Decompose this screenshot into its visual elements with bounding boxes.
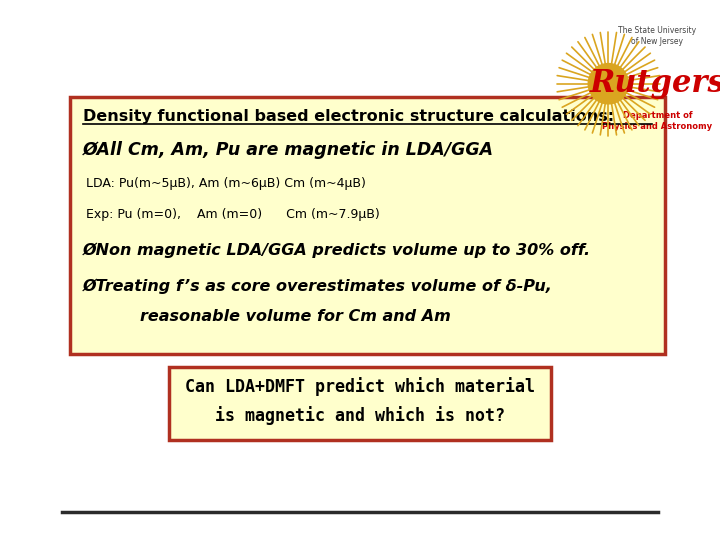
Text: The State University
of New Jersey: The State University of New Jersey — [618, 26, 696, 46]
Text: ØNon magnetic LDA/GGA predicts volume up to 30% off.: ØNon magnetic LDA/GGA predicts volume up… — [83, 243, 591, 259]
Text: reasonable volume for Cm and Am: reasonable volume for Cm and Am — [140, 309, 451, 325]
Text: Rutgers: Rutgers — [590, 68, 720, 99]
FancyBboxPatch shape — [70, 97, 665, 354]
Text: LDA: Pu(m~5μB), Am (m~6μB) Cm (m~4μB): LDA: Pu(m~5μB), Am (m~6μB) Cm (m~4μB) — [86, 177, 366, 190]
Text: ØTreating f’s as core overestimates volume of δ-Pu,: ØTreating f’s as core overestimates volu… — [83, 278, 553, 294]
Text: Can LDA+DMFT predict which material: Can LDA+DMFT predict which material — [185, 377, 535, 396]
Ellipse shape — [588, 64, 629, 104]
Text: Exp: Pu (m=0),    Am (m=0)      Cm (m~7.9μB): Exp: Pu (m=0), Am (m=0) Cm (m~7.9μB) — [86, 208, 380, 221]
FancyBboxPatch shape — [169, 367, 551, 440]
Text: Department of
Physics and Astronomy: Department of Physics and Astronomy — [603, 111, 712, 131]
Text: is magnetic and which is not?: is magnetic and which is not? — [215, 406, 505, 425]
Text: Density functional based electronic structure calculations:: Density functional based electronic stru… — [83, 109, 614, 124]
Text: ØAll Cm, Am, Pu are magnetic in LDA/GGA: ØAll Cm, Am, Pu are magnetic in LDA/GGA — [83, 141, 494, 159]
